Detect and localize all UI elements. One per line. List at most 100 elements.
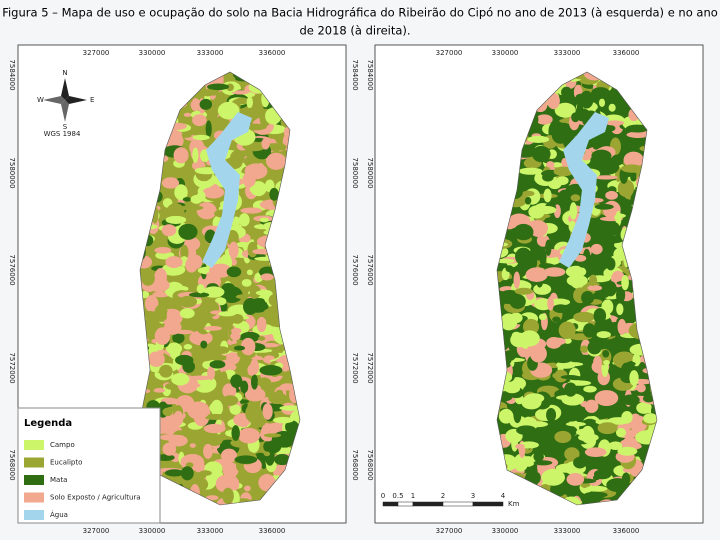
land-patch	[502, 350, 517, 361]
x-tick-label: 327000	[436, 49, 463, 57]
land-patch	[608, 103, 616, 112]
land-patch	[541, 468, 565, 486]
land-patch	[222, 383, 237, 399]
land-patch	[608, 441, 623, 451]
land-patch	[245, 123, 267, 131]
land-patch	[262, 403, 273, 420]
land-patch	[605, 190, 618, 200]
legend-swatch	[24, 457, 44, 468]
land-patch	[596, 331, 611, 339]
land-patch	[192, 114, 207, 127]
title: de 2018 (à direita).	[299, 24, 410, 38]
land-patch	[238, 213, 250, 227]
land-patch	[189, 443, 196, 448]
land-patch	[565, 421, 586, 427]
land-patch	[510, 332, 528, 348]
land-patch	[598, 98, 606, 108]
land-patch	[154, 268, 168, 286]
land-patch	[222, 487, 234, 505]
arrow	[43, 96, 65, 104]
land-patch	[186, 434, 199, 441]
land-patch	[235, 241, 250, 248]
land-patch	[205, 120, 212, 138]
x-tick-label: 336000	[259, 49, 286, 57]
land-patch	[240, 337, 256, 356]
land-patch	[230, 374, 243, 388]
land-patch	[162, 442, 177, 456]
land-patch	[183, 112, 192, 117]
legend-swatch	[24, 440, 44, 450]
compass-s: S	[63, 123, 68, 131]
land-patch	[228, 241, 239, 259]
land-patch	[630, 173, 637, 182]
land-patch	[285, 420, 299, 434]
land-patch	[524, 196, 532, 205]
land-patch	[256, 316, 267, 333]
land-patch	[249, 183, 267, 195]
land-patch	[515, 443, 525, 450]
scale-label: 0.5	[392, 492, 403, 500]
land-patch	[140, 255, 153, 269]
land-patch	[538, 313, 547, 321]
land-patch	[554, 102, 576, 118]
land-patch	[264, 355, 275, 361]
land-patch	[188, 292, 210, 298]
land-patch	[592, 143, 600, 150]
land-patch	[543, 188, 552, 203]
scale-segment	[397, 501, 414, 507]
land-patch	[554, 430, 572, 444]
basin-outline	[139, 71, 301, 506]
land-patch	[220, 448, 238, 463]
land-patch	[202, 186, 225, 199]
legend-label: Mata	[50, 476, 67, 484]
land-patch	[154, 246, 172, 254]
legend-label: Eucalipto	[50, 459, 82, 467]
land-patch	[246, 96, 253, 109]
land-patch	[573, 311, 595, 323]
land-patch	[203, 443, 213, 459]
land-patch	[209, 351, 222, 356]
land-patch	[535, 114, 553, 125]
reservoir	[202, 112, 252, 268]
land-patch	[527, 135, 550, 143]
land-patch	[161, 177, 180, 189]
land-patch	[180, 466, 194, 481]
land-patch	[147, 351, 165, 367]
land-patch	[573, 456, 587, 469]
legend-swatch	[24, 510, 44, 520]
land-patch	[603, 359, 610, 366]
land-patch	[190, 98, 201, 112]
land-patch	[261, 138, 270, 150]
land-patch	[533, 283, 552, 295]
land-patch	[205, 286, 222, 296]
land-patch	[597, 422, 618, 435]
x-tick-label: 336000	[259, 527, 286, 535]
y-tick-label: 7576000	[351, 254, 359, 285]
scale-label: 4	[501, 492, 506, 500]
land-patch	[517, 458, 532, 463]
land-patch	[179, 205, 204, 211]
land-patch	[258, 336, 266, 341]
x-tick-label: 333000	[554, 527, 581, 535]
land-patch	[621, 472, 631, 486]
land-patch	[530, 344, 547, 363]
land-patch	[621, 394, 640, 406]
land-patch	[203, 325, 222, 331]
land-patch	[638, 361, 647, 377]
land-patch	[617, 179, 635, 198]
x-tick-label: 330000	[492, 49, 519, 57]
scale-label: 3	[471, 492, 475, 500]
land-patch	[590, 243, 603, 255]
land-patch	[613, 247, 626, 262]
y-tick-label: 7584000	[366, 59, 374, 90]
legend-label: Campo	[50, 441, 75, 449]
land-patch	[174, 184, 188, 201]
y-tick-label: 7576000	[8, 254, 16, 285]
y-tick-label: 7568000	[351, 449, 359, 480]
x-tick-label: 327000	[83, 49, 110, 57]
land-patch	[222, 395, 239, 406]
land-patch	[196, 202, 217, 220]
land-patch	[242, 172, 256, 188]
land-patch	[583, 491, 608, 498]
